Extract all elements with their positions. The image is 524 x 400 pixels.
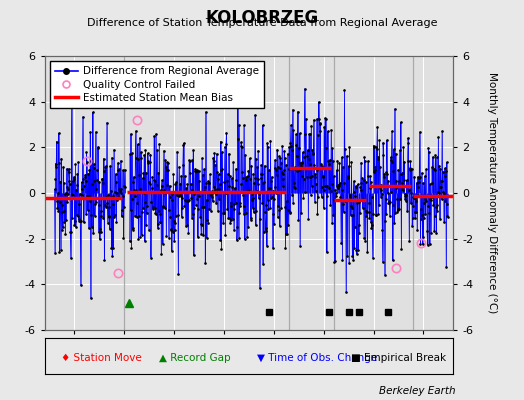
Text: ■ Empirical Break: ■ Empirical Break [351, 353, 446, 363]
Text: Berkeley Earth: Berkeley Earth [379, 386, 456, 396]
Text: Difference of Station Temperature Data from Regional Average: Difference of Station Temperature Data f… [87, 18, 437, 28]
Text: KOLOBRZEG: KOLOBRZEG [205, 9, 319, 27]
Text: ▲ Record Gap: ▲ Record Gap [159, 353, 231, 363]
Text: ♦ Station Move: ♦ Station Move [61, 353, 141, 363]
Text: ▼ Time of Obs. Change: ▼ Time of Obs. Change [257, 353, 377, 363]
Legend: Difference from Regional Average, Quality Control Failed, Estimated Station Mean: Difference from Regional Average, Qualit… [50, 61, 264, 108]
Y-axis label: Monthly Temperature Anomaly Difference (°C): Monthly Temperature Anomaly Difference (… [487, 72, 497, 314]
